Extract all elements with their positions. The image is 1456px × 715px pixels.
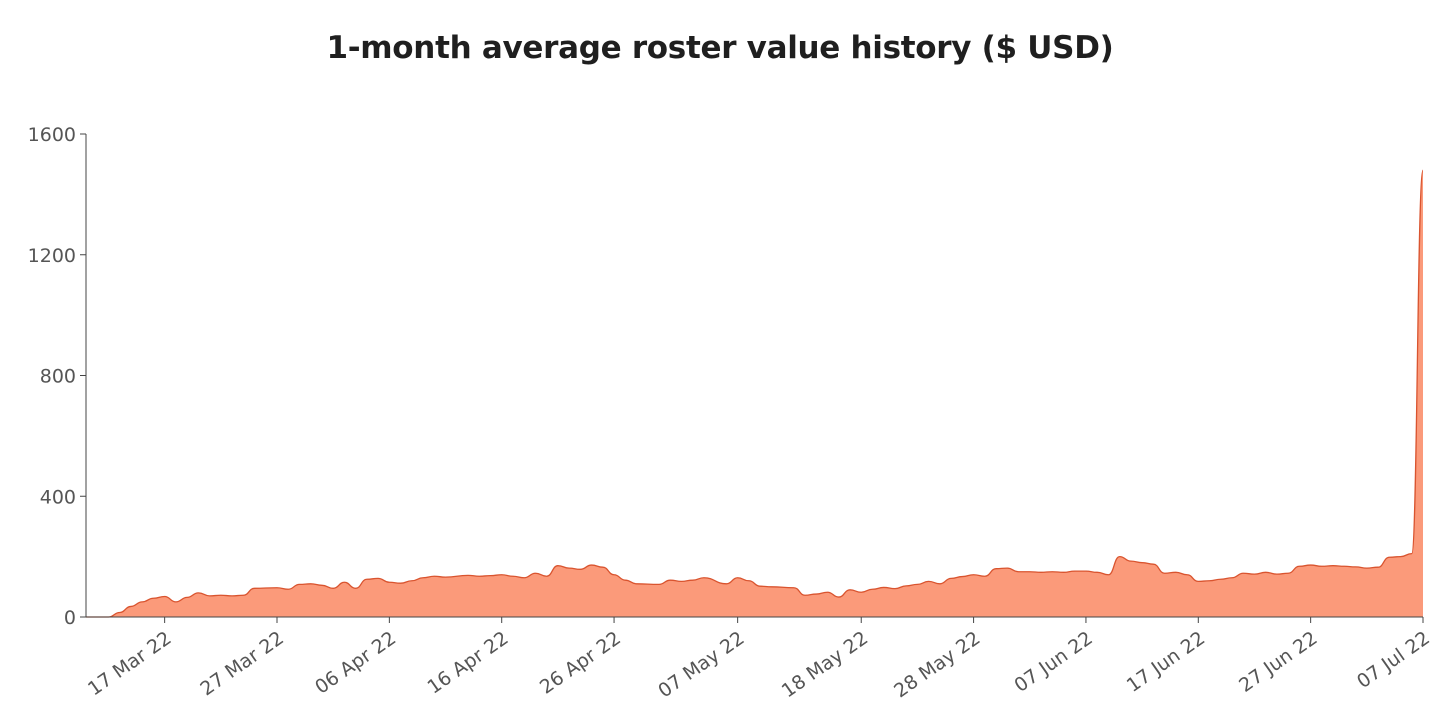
y-tick-label: 800 [40,366,76,388]
y-tick-label: 400 [40,486,76,508]
area-fill [86,170,1423,617]
x-tick-label: 07 May 22 [654,627,748,702]
x-tick-label: 07 Jun 22 [1010,627,1096,697]
area-line [86,169,1424,618]
x-tick-label: 06 Apr 22 [311,627,400,699]
x-tick-label: 27 Jun 22 [1235,627,1321,697]
y-tick-label: 1600 [28,124,76,146]
y-tick-label: 0 [64,607,76,629]
x-tick-label: 17 Jun 22 [1123,627,1209,697]
x-tick-label: 18 May 22 [778,627,872,702]
x-tick-label: 26 Apr 22 [536,627,625,699]
plot-layer [86,169,1424,618]
x-tick-label: 16 Apr 22 [424,627,513,699]
x-tick-label: 17 Mar 22 [84,627,175,700]
x-tick-label: 07 Jul 22 [1353,627,1434,693]
chart-title: 1-month average roster value history ($ … [326,30,1114,66]
y-tick-label: 1200 [28,245,76,267]
x-tick-label: 27 Mar 22 [196,627,287,700]
x-tick-label: 28 May 22 [890,627,984,702]
